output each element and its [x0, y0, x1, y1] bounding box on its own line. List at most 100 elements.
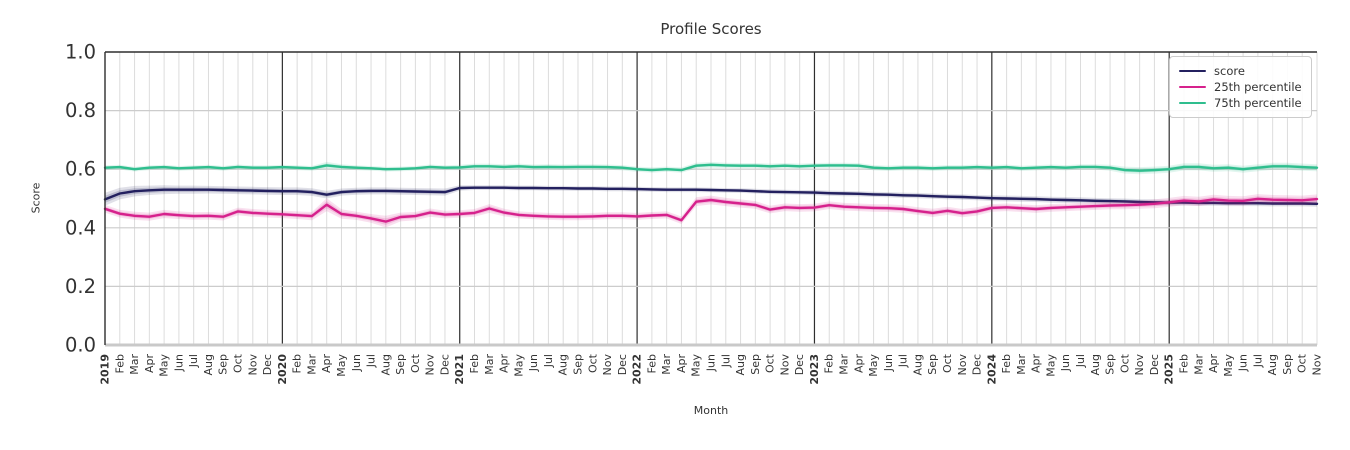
x-tick-label: Apr — [1207, 354, 1220, 374]
x-tick-label: May — [1044, 354, 1057, 377]
legend-line-swatch-25th-percentile — [1179, 85, 1206, 89]
x-tick-label: Jul — [542, 354, 555, 368]
x-tick-label: Sep — [571, 354, 584, 375]
x-tick-label: Mar — [128, 354, 141, 375]
legend-line-swatch-score — [1179, 69, 1206, 73]
x-tick-label: Nov — [1133, 354, 1146, 376]
x-tick-label: Jul — [719, 354, 732, 368]
x-tick-label: 2025 — [1163, 354, 1176, 385]
x-tick-label: Aug — [734, 354, 747, 375]
x-tick-label: May — [158, 354, 171, 377]
x-tick-label: Jul — [365, 354, 378, 368]
x-tick-label: Mar — [305, 354, 318, 375]
x-tick-label: Mar — [838, 354, 851, 375]
legend-item-25th-percentile: 25th percentile — [1179, 79, 1302, 95]
x-tick-label: Dec — [1148, 354, 1161, 375]
x-tick-label: Apr — [1030, 354, 1043, 374]
x-tick-label: Nov — [1311, 354, 1324, 376]
x-tick-label: Apr — [852, 354, 865, 374]
x-tick-label: May — [1222, 354, 1235, 377]
x-tick-label: May — [690, 354, 703, 377]
x-tick-label: Feb — [645, 354, 658, 373]
x-tick-label: Dec — [793, 354, 806, 375]
x-tick-label: Jun — [882, 354, 895, 372]
x-tick-label: Sep — [1104, 354, 1117, 375]
x-tick-label: Feb — [823, 354, 836, 373]
x-tick-label: Sep — [1281, 354, 1294, 375]
x-tick-label: Nov — [778, 354, 791, 376]
y-tick-label: 0.8 — [65, 99, 96, 122]
x-tick-label: Nov — [956, 354, 969, 376]
x-tick-label: May — [335, 354, 348, 377]
x-tick-label: Jun — [527, 354, 540, 372]
x-tick-label: Aug — [1089, 354, 1102, 375]
x-tick-label: Jun — [1059, 354, 1072, 372]
x-tick-label: Feb — [1177, 354, 1190, 373]
x-tick-label: May — [867, 354, 880, 377]
legend-label-75th-percentile: 75th percentile — [1214, 96, 1302, 110]
x-tick-label: Oct — [409, 353, 422, 373]
x-tick-label: Dec — [616, 354, 629, 375]
x-tick-label: Jul — [187, 354, 200, 368]
legend-item-75th-percentile: 75th percentile — [1179, 95, 1302, 111]
x-tick-label: Sep — [926, 354, 939, 375]
y-axis-label: Score — [29, 182, 43, 214]
x-tick-label: 2021 — [453, 354, 466, 385]
y-tick-label: 1.0 — [65, 41, 96, 64]
x-tick-label: Feb — [1000, 354, 1013, 373]
x-tick-label: Jun — [705, 354, 718, 372]
y-tick-label: 0.0 — [65, 334, 96, 357]
x-tick-label: 2024 — [985, 354, 998, 385]
x-tick-label: Feb — [468, 354, 481, 373]
x-tick-label: Nov — [246, 354, 259, 376]
series-25th-percentile-line — [103, 197, 1319, 223]
x-tick-label: Mar — [1192, 354, 1205, 375]
chart-legend: score 25th percentile 75th percentile — [1169, 56, 1312, 118]
chart-title: Profile Scores — [660, 20, 762, 38]
x-tick-label: Sep — [394, 354, 407, 375]
legend-label-score: score — [1214, 64, 1245, 78]
y-tick-label: 0.6 — [65, 158, 96, 181]
x-tick-label: Apr — [498, 354, 511, 374]
legend-line-swatch-75th-percentile — [1179, 101, 1206, 105]
x-tick-label: Jun — [350, 354, 363, 372]
y-tick-label: 0.4 — [65, 216, 96, 239]
x-tick-label: Oct — [1118, 353, 1131, 373]
legend-label-25th-percentile: 25th percentile — [1214, 80, 1302, 94]
x-tick-label: Aug — [379, 354, 392, 375]
x-tick-label: Oct — [764, 353, 777, 373]
x-tick-label: Jul — [1251, 354, 1264, 368]
x-tick-label: Dec — [261, 354, 274, 375]
x-tick-label: Oct — [1296, 353, 1309, 373]
x-tick-label: Dec — [438, 354, 451, 375]
x-tick-label: Oct — [232, 353, 245, 373]
x-tick-label: Aug — [557, 354, 570, 375]
series-score-line — [103, 186, 1319, 205]
x-tick-label: Feb — [113, 354, 126, 373]
x-tick-label: Aug — [202, 354, 215, 375]
x-tick-label: Aug — [1266, 354, 1279, 375]
x-tick-label: Oct — [941, 353, 954, 373]
x-tick-label: Dec — [971, 354, 984, 375]
x-tick-label: Apr — [675, 354, 688, 374]
x-axis-label: Month — [693, 404, 729, 417]
x-tick-label: Nov — [601, 354, 614, 376]
series-75th-percentile-line — [103, 163, 1319, 172]
x-tick-label: Sep — [749, 354, 762, 375]
x-tick-label: Aug — [911, 354, 924, 375]
series-25th-percentile-band-outer — [105, 194, 1317, 228]
x-tick-label: Jul — [1074, 354, 1087, 368]
x-tick-label: 2020 — [276, 354, 289, 385]
legend-item-score: score — [1179, 63, 1302, 79]
x-tick-label: 2022 — [631, 354, 644, 385]
x-tick-label: Mar — [483, 354, 496, 375]
x-tick-label: Apr — [143, 354, 156, 374]
x-tick-label: Jun — [172, 354, 185, 372]
x-tick-label: Feb — [291, 354, 304, 373]
x-tick-label: Oct — [586, 353, 599, 373]
x-tick-label: Jun — [1237, 354, 1250, 372]
x-tick-label: 2019 — [99, 354, 112, 385]
x-tick-label: Mar — [660, 354, 673, 375]
